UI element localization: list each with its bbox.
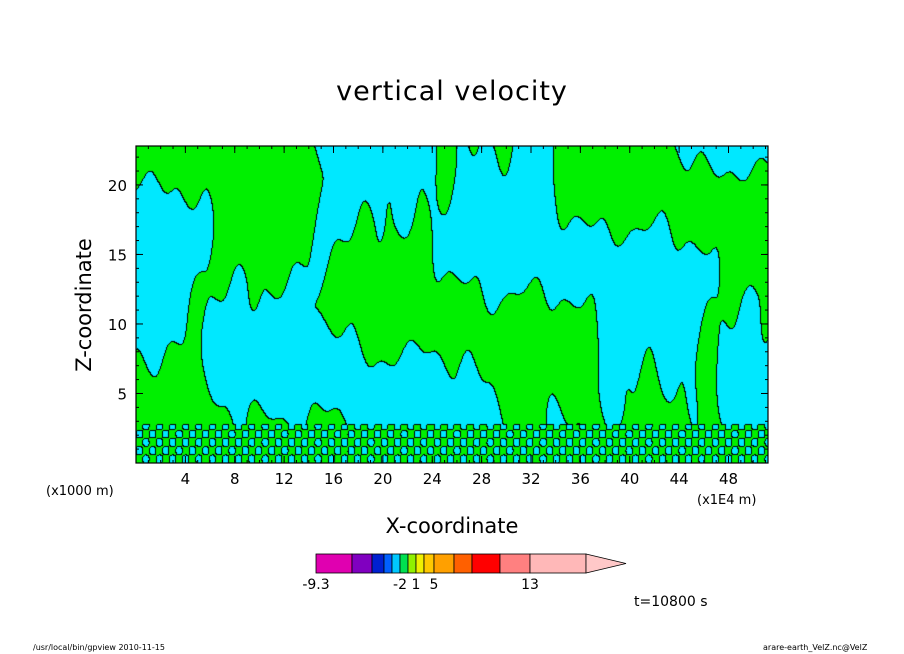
x-tick-label: 16 <box>324 470 343 488</box>
x-tick-label: 32 <box>521 470 540 488</box>
x-scale-label: (x1E4 m) <box>697 493 757 508</box>
chart-title: vertical velocity <box>336 76 568 107</box>
x-tick-label: 48 <box>719 470 738 488</box>
x-tick-label: 20 <box>373 470 392 488</box>
velocity-field <box>136 146 768 463</box>
field-raster <box>136 146 768 463</box>
colorbar-segment <box>423 553 435 574</box>
colorbar-label: 13 <box>521 577 539 593</box>
axes <box>135 145 769 464</box>
colorbar-segment <box>415 553 425 574</box>
x-unit-label: (x1000 m) <box>46 484 114 499</box>
y-tick-label: 15 <box>108 246 127 264</box>
x-tick-label: 36 <box>571 470 590 488</box>
x-tick-label: 44 <box>670 470 689 488</box>
plot-frame <box>135 145 769 464</box>
y-axis-ticks: 5 10 15 20 <box>108 156 768 450</box>
y-tick-label: 5 <box>117 385 127 403</box>
colorbar-segment <box>383 553 393 574</box>
colorbar-segment <box>433 553 455 574</box>
colorbar-segment <box>391 553 401 574</box>
x-tick-label: 40 <box>620 470 639 488</box>
x-tick-label: 8 <box>230 470 240 488</box>
colorbar-segment <box>399 553 409 574</box>
colorbar-label: 1 <box>412 577 421 593</box>
x-tick-label: 24 <box>423 470 442 488</box>
x-axis-label: X-coordinate <box>385 514 519 538</box>
footer-program-info: /usr/local/bin/gpview 2010-11-15 <box>33 643 165 652</box>
colorbar-segment <box>453 553 473 574</box>
y-tick-label: 10 <box>108 316 127 334</box>
colorbar-label: 5 <box>430 577 439 593</box>
colorbar-segment <box>499 553 531 574</box>
colorbar-label: -2 <box>393 577 407 593</box>
y-tick-label: 20 <box>108 177 127 195</box>
colorbar-segment <box>371 553 385 574</box>
colorbar-arrow <box>585 553 627 574</box>
x-tick-label: 28 <box>472 470 491 488</box>
footer-file-info: arare-earth_VelZ.nc@VelZ <box>763 643 868 652</box>
colorbar-segment <box>315 553 353 574</box>
x-tick-label: 12 <box>275 470 294 488</box>
x-axis-ticks: 4 8 12 16 20 24 28 32 36 40 44 48 <box>147 146 767 488</box>
colorbar-segment <box>471 553 501 574</box>
colorbar-segment <box>529 553 587 574</box>
colorbar-segment <box>407 553 417 574</box>
time-label: t=10800 s <box>634 594 708 610</box>
colorbar-segment <box>351 553 373 574</box>
colorbar: -9.3 -2 1 5 13 <box>302 553 627 593</box>
x-tick-label: 4 <box>181 470 191 488</box>
colorbar-label: -9.3 <box>302 577 329 593</box>
